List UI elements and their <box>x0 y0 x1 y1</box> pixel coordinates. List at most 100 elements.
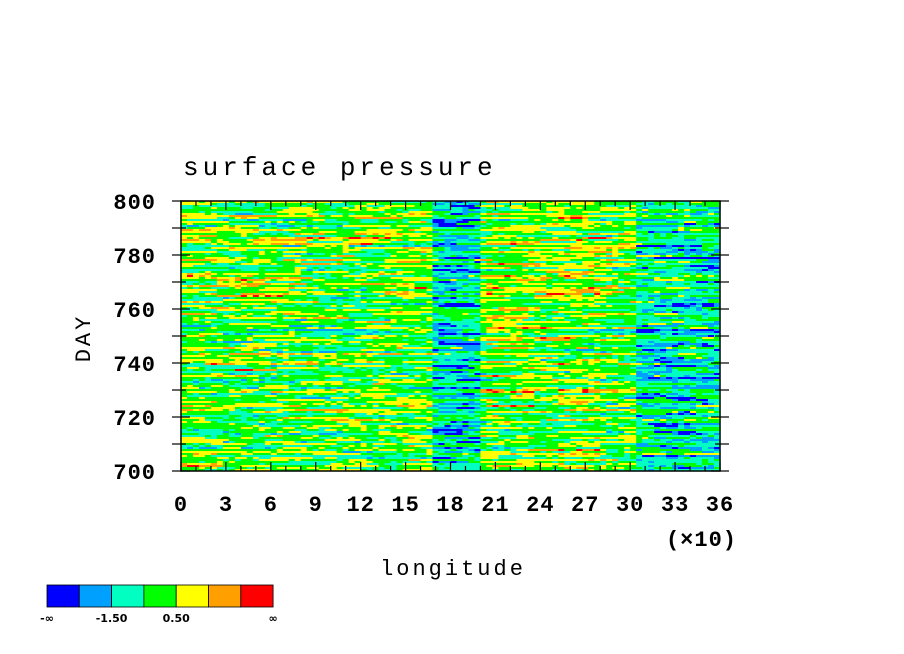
heatmap-cell <box>384 223 392 226</box>
heatmap-cell <box>612 211 619 214</box>
heatmap-cell <box>636 277 643 280</box>
heatmap-cell <box>642 229 649 232</box>
heatmap-cell <box>552 265 559 268</box>
heatmap-cell <box>450 271 458 274</box>
heatmap-cell <box>606 205 613 208</box>
heatmap-cell <box>264 271 272 274</box>
heatmap-cell <box>181 263 188 266</box>
heatmap-cell <box>546 243 553 246</box>
heatmap-cell <box>330 227 338 230</box>
heatmap-cell <box>576 273 583 276</box>
heatmap-cell <box>606 201 613 204</box>
heatmap-cell <box>204 229 212 232</box>
heatmap-cell <box>450 217 458 220</box>
heatmap-cell <box>276 221 284 224</box>
heatmap-cell <box>480 275 488 278</box>
heatmap-cell <box>642 219 649 222</box>
heatmap-cell <box>414 229 422 232</box>
heatmap-cell <box>360 251 368 254</box>
heatmap-cell <box>181 241 188 244</box>
heatmap-cell <box>420 209 428 212</box>
heatmap-cell <box>510 255 517 258</box>
heatmap-cell <box>354 227 362 230</box>
heatmap-cell <box>354 261 362 264</box>
heatmap-cell <box>462 273 470 276</box>
heatmap-cell <box>246 207 254 210</box>
heatmap-cell <box>528 263 535 266</box>
heatmap-cell <box>606 267 613 270</box>
heatmap-cell <box>360 271 368 274</box>
heatmap-cell <box>690 207 697 210</box>
heatmap-cell <box>684 273 691 276</box>
heatmap-cell <box>546 217 553 220</box>
heatmap-cell <box>582 281 589 284</box>
heatmap-cell <box>540 257 547 260</box>
heatmap-cell <box>498 279 505 282</box>
heatmap-cell <box>330 201 338 204</box>
heatmap-cell <box>690 205 697 208</box>
heatmap-cell <box>456 235 464 238</box>
heatmap-cell <box>330 253 338 256</box>
heatmap-cell <box>672 215 679 218</box>
heatmap-cell <box>312 227 320 230</box>
heatmap-cell <box>678 269 685 272</box>
heatmap-cell <box>378 207 386 210</box>
heatmap-cell <box>342 229 350 232</box>
heatmap-cell <box>396 217 404 220</box>
heatmap-cell <box>438 271 446 274</box>
heatmap-cell <box>666 221 673 224</box>
heatmap-cell <box>181 279 188 282</box>
heatmap-cell <box>600 203 607 206</box>
heatmap-cell <box>456 245 464 248</box>
heatmap-cell <box>181 205 188 208</box>
heatmap-cell <box>270 267 278 270</box>
heatmap-cell <box>498 285 505 288</box>
heatmap-cell <box>408 249 416 252</box>
heatmap-cell <box>576 237 583 240</box>
heatmap-cell <box>228 203 236 206</box>
heatmap-cell <box>402 267 410 270</box>
heatmap-cell <box>240 209 248 212</box>
heatmap-cell <box>402 235 410 238</box>
heatmap-cell <box>534 265 541 268</box>
heatmap-cell <box>564 207 571 210</box>
heatmap-cell <box>660 257 667 260</box>
heatmap-cell <box>336 223 344 226</box>
heatmap-cell <box>642 233 649 236</box>
heatmap-cell <box>546 259 553 262</box>
heatmap-cell <box>546 235 553 238</box>
heatmap-cell <box>366 209 374 212</box>
heatmap-cell <box>660 247 667 250</box>
heatmap-cell <box>372 237 380 240</box>
heatmap-cell <box>198 261 206 264</box>
heatmap-cell <box>336 239 344 242</box>
heatmap-cell <box>408 229 416 232</box>
heatmap-cell <box>246 227 254 230</box>
heatmap-cell <box>414 201 422 204</box>
heatmap-cell <box>534 241 541 244</box>
heatmap-cell <box>516 219 523 222</box>
heatmap-cell <box>378 215 386 218</box>
heatmap-cell <box>402 227 410 230</box>
heatmap-cell <box>426 265 434 268</box>
heatmap-cell <box>516 229 523 232</box>
heatmap-cell <box>654 259 661 262</box>
heatmap-cell <box>330 203 338 206</box>
heatmap-cell <box>414 273 422 276</box>
heatmap-cell <box>216 279 224 282</box>
heatmap-cell <box>288 231 296 234</box>
heatmap-cell <box>288 211 296 214</box>
heatmap-cell <box>276 249 284 252</box>
heatmap-cell <box>186 259 194 262</box>
heatmap-cell <box>702 209 709 212</box>
heatmap-cell <box>636 229 643 232</box>
heatmap-cell <box>696 279 703 282</box>
heatmap-cell <box>318 269 326 272</box>
heatmap-cell <box>318 249 326 252</box>
heatmap-cell <box>678 237 685 240</box>
heatmap-cell <box>354 241 362 244</box>
heatmap-cell <box>378 243 386 246</box>
heatmap-cell <box>492 235 500 238</box>
heatmap-cell <box>528 273 535 276</box>
heatmap-cell <box>582 213 589 216</box>
